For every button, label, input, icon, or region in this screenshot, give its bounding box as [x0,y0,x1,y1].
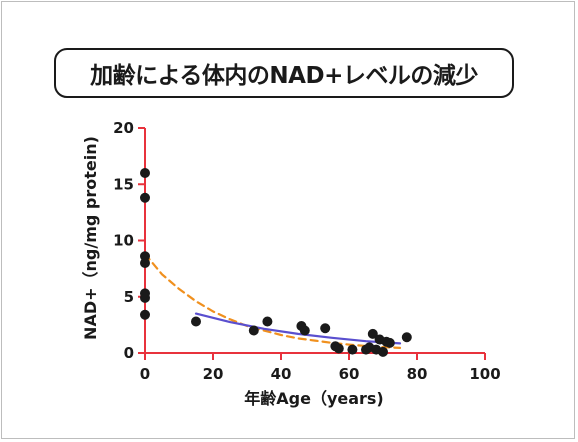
data-point [378,346,388,357]
chart-title: 加齢による体内のNAD+レベルの減少 [90,63,478,89]
x-tick-label: 20 [203,365,224,383]
x-tick-label: 40 [271,365,292,383]
data-point [401,332,412,343]
y-tick-label: 5 [124,288,134,306]
data-point [140,292,150,303]
data-point [140,168,150,178]
data-point [262,316,273,327]
data-point [140,192,150,203]
dashed-fit-line [143,252,402,349]
x-tick-label: 0 [140,365,150,383]
y-tick-label: 10 [113,232,134,250]
data-point [191,316,201,327]
data-point [299,325,310,336]
title-box: 加齢による体内のNAD+レベルの減少 [54,48,514,98]
data-point [320,323,331,334]
axes [138,127,486,360]
tick-labels: 0 5 10 15 20 0 20 40 60 80 100 [113,119,501,383]
x-tick-label: 100 [469,365,500,383]
data-point [140,258,150,268]
data-point [248,325,259,336]
y-tick-label: 20 [113,119,134,137]
x-tick-label: 60 [339,365,360,383]
fit-lines [143,252,402,349]
data-point [367,328,378,339]
x-tick-label: 80 [407,365,428,383]
data-point [347,344,358,355]
x-axis-title: 年齢Age（years) [244,389,384,408]
data-point [333,343,344,354]
y-axis-title: NAD+（ng/mg protein) [81,136,100,340]
y-tick-label: 15 [113,175,134,193]
data-point [384,337,395,348]
data-points [140,168,412,357]
solid-fit-line [194,312,402,345]
data-point [140,309,150,320]
y-tick-label: 0 [124,344,134,362]
